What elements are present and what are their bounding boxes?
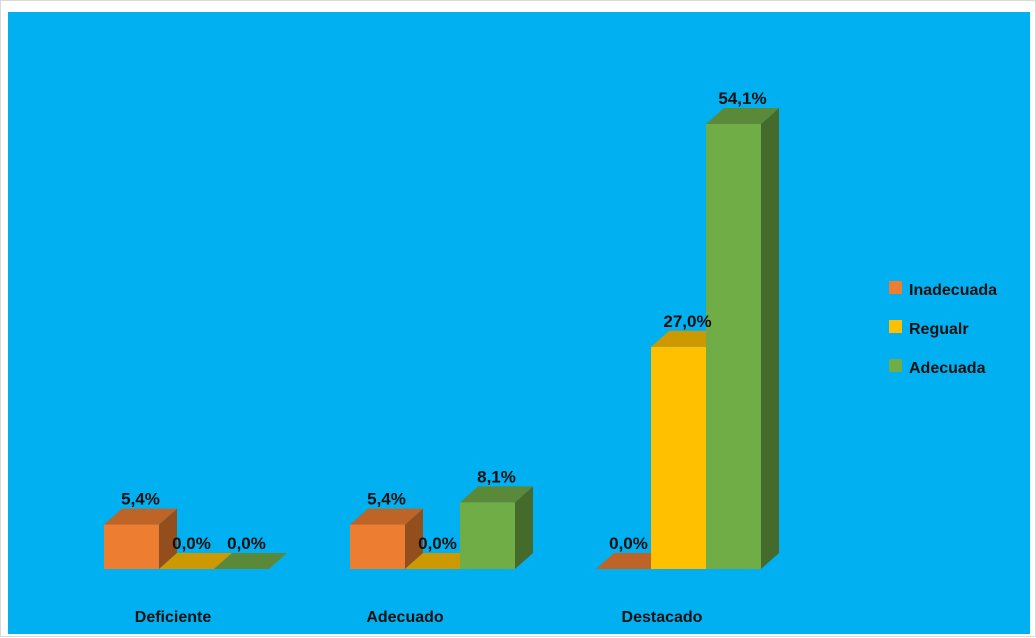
- bar-inadecuada-deficiente: [104, 508, 177, 569]
- bar-top: [706, 108, 779, 124]
- bar-front: [651, 346, 706, 569]
- bar-top: [104, 508, 177, 525]
- legend-item-regualr: Regualr: [889, 320, 969, 338]
- legend: Inadecuada Regualr Adecuada: [889, 281, 997, 377]
- bar-top: [651, 330, 724, 347]
- category-label-adecuado: Adecuado: [366, 609, 444, 626]
- data-labels-layer: 5,4% 0,0% 0,0% 5,4% 0,0% 8,1% 0,0% 27,0% 54,1%: [121, 89, 766, 553]
- legend-label: Regualr: [909, 321, 969, 338]
- bar-adecuada-deficiente: [214, 553, 287, 569]
- bar-adecuada-destacado: [706, 108, 779, 569]
- legend-label: Adecuada: [909, 360, 986, 377]
- bar-side: [405, 508, 423, 569]
- bar-regualr-deficiente: [159, 553, 232, 569]
- bar-side: [159, 508, 177, 569]
- bar-side: [515, 486, 533, 569]
- bar-side: [761, 108, 779, 569]
- bar-front: [460, 502, 515, 569]
- legend-item-adecuada: Adecuada: [889, 359, 986, 377]
- data-label-inadecuada-adecuado: 5,4%: [367, 490, 406, 509]
- data-label-inadecuada-deficiente: 5,4%: [121, 490, 160, 509]
- data-label-adecuada-adecuado: 8,1%: [477, 467, 516, 486]
- bar-front: [350, 524, 405, 569]
- bar-front: [104, 524, 159, 569]
- category-axis-labels: Deficiente Adecuado Destacado: [135, 609, 703, 626]
- bar-inadecuada-destacado: [596, 553, 669, 569]
- data-label-regualr-deficiente: 0,0%: [172, 534, 211, 553]
- legend-swatch: [889, 281, 902, 294]
- bar-regualr-adecuado: [405, 553, 478, 569]
- legend-swatch: [889, 320, 902, 333]
- bar-top: [159, 553, 232, 569]
- legend-item-inadecuada: Inadecuada: [889, 281, 997, 299]
- data-label-inadecuada-destacado: 0,0%: [609, 534, 648, 553]
- legend-label: Inadecuada: [909, 282, 997, 299]
- legend-swatch: [889, 359, 902, 372]
- bar-top: [405, 553, 478, 569]
- data-label-adecuada-destacado: 54,1%: [718, 89, 766, 108]
- bars-layer: [104, 108, 779, 569]
- bar-top: [460, 486, 533, 503]
- category-label-destacado: Destacado: [622, 609, 703, 626]
- bar-top: [214, 553, 287, 569]
- bar-adecuada-adecuado: [460, 486, 533, 569]
- bar-top: [596, 553, 669, 569]
- data-label-adecuada-deficiente: 0,0%: [227, 534, 266, 553]
- bar-top: [350, 508, 423, 525]
- data-label-regualr-destacado: 27,0%: [663, 312, 711, 331]
- bar-inadecuada-adecuado: [350, 508, 423, 569]
- data-label-regualr-adecuado: 0,0%: [418, 534, 457, 553]
- category-label-deficiente: Deficiente: [135, 609, 212, 626]
- bar-front: [706, 124, 761, 569]
